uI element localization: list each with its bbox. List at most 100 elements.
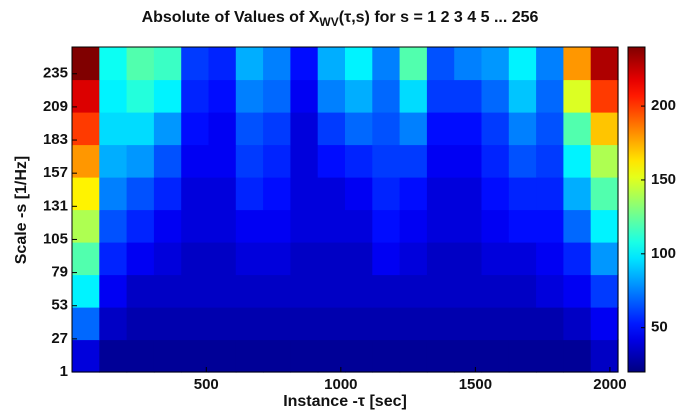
heatmap-cell	[536, 112, 564, 146]
heatmap-cell	[153, 177, 182, 211]
heatmap-cell	[481, 47, 510, 81]
heatmap-cell	[481, 339, 510, 373]
heatmap-cell	[317, 209, 346, 243]
heatmap-cell	[99, 339, 128, 373]
heatmap-cell	[590, 209, 619, 243]
title-subscript: WV	[319, 15, 338, 29]
heatmap-cell	[126, 339, 155, 373]
heatmap-cell	[399, 339, 428, 373]
heatmap-cell	[263, 177, 291, 211]
heatmap-cell	[590, 307, 619, 341]
y-tick-label: 53	[51, 297, 68, 314]
heatmap-cell	[454, 144, 483, 178]
heatmap-cell	[290, 112, 319, 146]
heatmap-cell	[536, 47, 564, 81]
heatmap-cell	[126, 112, 155, 146]
heatmap-cell	[481, 307, 510, 341]
heatmap-cell	[263, 307, 291, 341]
y-tick-label: 1	[60, 363, 68, 380]
heatmap-cell	[508, 144, 537, 178]
heatmap-cell	[235, 144, 264, 178]
heatmap-cell	[317, 79, 346, 113]
heatmap-cell	[317, 144, 346, 178]
y-tick-label: 235	[43, 65, 68, 82]
heatmap-cell	[181, 112, 210, 146]
heatmap-cell	[372, 307, 401, 341]
heatmap-cell	[481, 144, 510, 178]
heatmap-cell	[317, 112, 346, 146]
heatmap-cell	[153, 242, 182, 276]
heatmap-cell	[153, 274, 182, 308]
heatmap-cell	[563, 177, 592, 211]
heatmap-cell	[126, 242, 155, 276]
heatmap-cell	[99, 144, 128, 178]
heatmap-cell	[263, 209, 291, 243]
heatmap-cell	[590, 177, 619, 211]
heatmap-cell	[153, 144, 182, 178]
heatmap-cell	[290, 144, 319, 178]
heatmap-cell	[290, 339, 319, 373]
heatmap-cell	[263, 79, 291, 113]
heatmap-cell	[153, 79, 182, 113]
heatmap-cell	[563, 209, 592, 243]
y-tick-label: 131	[43, 197, 68, 214]
heatmap-cell	[208, 79, 237, 113]
heatmap-cell	[508, 242, 537, 276]
heatmap-cell	[426, 79, 455, 113]
heatmap-cell	[508, 209, 537, 243]
heatmap-cell	[481, 79, 510, 113]
heatmap-cell	[454, 242, 483, 276]
heatmap-cell	[454, 339, 483, 373]
heatmap-cell	[563, 79, 592, 113]
heatmap-cell	[399, 209, 428, 243]
heatmap-cell	[72, 79, 100, 113]
heatmap-cell	[508, 177, 537, 211]
heatmap-cell	[454, 47, 483, 81]
y-tick-label: 157	[43, 164, 68, 181]
heatmap-cell	[536, 274, 564, 308]
heatmap-cell	[590, 47, 619, 81]
heatmap-cell	[72, 307, 100, 341]
heatmap-cell	[72, 47, 100, 81]
heatmap-cell	[454, 79, 483, 113]
heatmap-cell	[72, 209, 100, 243]
heatmap-cell	[563, 144, 592, 178]
x-tick-label: 1500	[459, 376, 492, 393]
heatmap-cell	[208, 209, 237, 243]
heatmap-cell	[345, 307, 373, 341]
heatmap-cell	[590, 274, 619, 308]
heatmap-cell	[399, 242, 428, 276]
heatmap-cell	[263, 112, 291, 146]
heatmap-cell	[481, 177, 510, 211]
heatmap-cell	[153, 307, 182, 341]
heatmap-cell	[126, 177, 155, 211]
heatmap-cell	[72, 144, 100, 178]
heatmap-cell	[345, 274, 373, 308]
heatmap-cell	[345, 242, 373, 276]
heatmap-cell	[317, 339, 346, 373]
heatmap-cell	[590, 112, 619, 146]
heatmap-cell	[72, 177, 100, 211]
heatmap-cell	[399, 274, 428, 308]
colorbar-tick-label: 200	[651, 97, 676, 114]
plot-frame	[71, 46, 619, 373]
heatmap-cell	[345, 209, 373, 243]
heatmap-cell	[372, 112, 401, 146]
heatmap-cell	[426, 307, 455, 341]
heatmap-cell	[126, 144, 155, 178]
heatmap-cell	[372, 47, 401, 81]
heatmap-cell	[263, 47, 291, 81]
heatmap-cell	[372, 79, 401, 113]
heatmap-cell	[153, 112, 182, 146]
heatmap-cell	[426, 209, 455, 243]
heatmap-cell	[590, 144, 619, 178]
heatmap-cell	[536, 144, 564, 178]
heatmap-cell	[72, 242, 100, 276]
heatmap-cell	[290, 177, 319, 211]
heatmap-cell	[372, 339, 401, 373]
heatmap-cell	[208, 47, 237, 81]
heatmap-cell	[399, 144, 428, 178]
heatmap-cell	[372, 209, 401, 243]
heatmap-cell	[481, 274, 510, 308]
